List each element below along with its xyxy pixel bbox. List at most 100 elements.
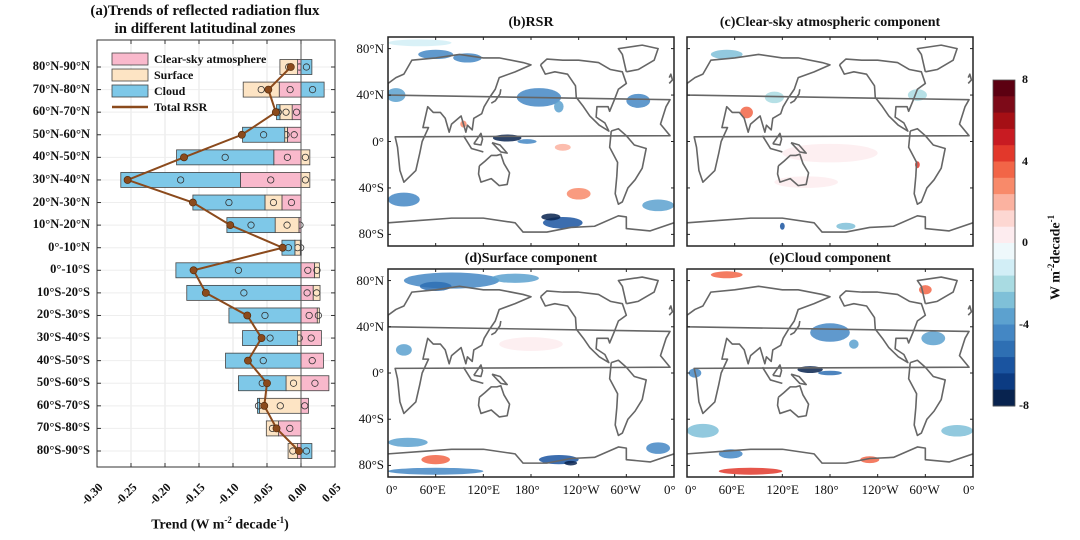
bar-marker	[287, 198, 296, 207]
y-tick-label: 40°N-50°N	[32, 149, 90, 164]
total-rsr-point	[201, 288, 210, 297]
total-rsr-point	[257, 334, 266, 342]
legend-label: Surface	[154, 68, 194, 82]
colorbar-step	[993, 308, 1015, 325]
xlabel-sup1: -2	[224, 515, 232, 525]
coastline	[473, 132, 484, 146]
legend-label: Clear-sky atmosphere	[154, 52, 267, 66]
total-rsr-point	[180, 153, 188, 162]
coastline	[462, 366, 484, 385]
trend-patch	[554, 143, 571, 151]
trend-patch	[388, 437, 428, 447]
colorbar-tick-label: -8	[1019, 398, 1029, 412]
coastline	[789, 89, 801, 104]
map-data-layer	[388, 272, 674, 475]
y-tick-label: 60°N-70°N	[32, 104, 90, 119]
colorbar-label-sup1: -2	[1046, 263, 1056, 272]
bar-marker	[257, 85, 265, 94]
bar-marker	[301, 176, 310, 184]
y-tick-label: 80°N-90°N	[32, 59, 90, 73]
map-data-layer	[388, 39, 674, 233]
y-tick-label: 30°S-40°S	[36, 330, 90, 345]
trend-patch	[517, 139, 537, 144]
panel-a-bar-chart: Clear-sky atmosphere Surface Cloud Total RS…	[96, 39, 336, 468]
colorbar-step	[993, 96, 1015, 114]
colorbar-tick-label: 4	[1022, 153, 1028, 168]
trend-patch	[564, 460, 578, 466]
bar-marker	[240, 289, 248, 297]
coastline	[907, 127, 946, 205]
lon-tick-label: 120°E	[766, 482, 799, 497]
bar-marker	[313, 289, 321, 297]
bar-marker	[276, 402, 284, 410]
bar-marker	[269, 198, 278, 207]
lat-tick-label: 80°S	[358, 226, 384, 242]
y-tick-label: 60°S-70°S	[36, 397, 90, 412]
trend-patch	[849, 339, 859, 349]
bar-marker	[259, 357, 267, 365]
total-rsr-point	[271, 108, 280, 117]
legend-label: Cloud	[154, 84, 186, 98]
bar-marker	[234, 266, 243, 274]
coastline	[687, 215, 973, 233]
y-tick-label: 50°N-60°N	[32, 126, 90, 141]
trend-patch	[566, 187, 591, 200]
lon-tick-label: 180°	[814, 482, 839, 497]
total-rsr-point	[278, 243, 287, 252]
coastline	[388, 446, 674, 464]
colorbar-step	[993, 243, 1015, 260]
total-rsr-point	[123, 176, 132, 184]
panel-a-title-line2: in different latitudinal zones	[114, 21, 296, 37]
trend-patch	[764, 91, 784, 104]
lat-tick-label: 80°N	[356, 40, 384, 56]
lat-tick-label: 0°	[372, 133, 384, 149]
total-rsr-point	[264, 85, 273, 94]
trend-patch	[710, 271, 743, 279]
legend-label: Total RSR	[154, 100, 208, 114]
coastline	[490, 320, 502, 336]
lon-tick-label: 60°E	[718, 482, 745, 497]
colorbar-label-mid: decade	[1048, 222, 1064, 264]
bar-marker	[259, 131, 268, 139]
xlabel-end: )	[284, 517, 289, 533]
panel-b-title: (b)RSR	[508, 15, 554, 30]
lat-tick-label: 80°S	[358, 457, 384, 473]
colorbar-step	[993, 340, 1015, 358]
total-rsr-point	[226, 221, 235, 230]
total-rsr-point	[237, 130, 246, 139]
colorbar-label: W m-2decade-1	[1046, 215, 1065, 300]
total-rsr-point	[286, 63, 295, 71]
lon-tick-label: 120°E	[467, 482, 500, 497]
bar-marker	[314, 311, 322, 320]
panel-d-title: (d)Surface component	[464, 251, 598, 266]
trend-patch	[642, 199, 674, 212]
y-tick-label: 0°-10°N	[48, 239, 90, 254]
bar-cloud	[176, 149, 275, 166]
bar-marker	[286, 424, 294, 433]
trend-patch	[388, 467, 484, 475]
coastline	[388, 215, 674, 233]
panel-a-xlabel: Trend (W m-2 decade-1)	[120, 515, 320, 534]
colorbar-step	[993, 145, 1015, 162]
trend-patch	[836, 222, 856, 230]
xlabel-text: Trend (W m	[151, 517, 225, 533]
coastline	[790, 373, 807, 386]
coastline	[491, 373, 508, 386]
bar-marker	[305, 311, 313, 320]
xlabel-mid: decade	[231, 517, 277, 533]
coastline	[907, 359, 946, 437]
lon-tick-label: 120°W	[562, 482, 600, 497]
coastline	[761, 366, 783, 385]
total-rsr-point	[295, 447, 303, 455]
map-data-layer	[687, 271, 973, 475]
panel-a-title-line1: (a)Trends of reflected radiation flux	[90, 3, 320, 19]
bar-marker	[308, 85, 317, 94]
bar-marker	[261, 311, 269, 320]
coastline	[790, 141, 807, 154]
bar-marker	[308, 357, 316, 365]
lat-tick-label: 40°N	[356, 87, 384, 103]
total-rsr-point	[189, 266, 198, 275]
map-panel-e	[686, 268, 974, 478]
colorbar-step	[993, 259, 1015, 277]
coastline	[668, 73, 674, 84]
